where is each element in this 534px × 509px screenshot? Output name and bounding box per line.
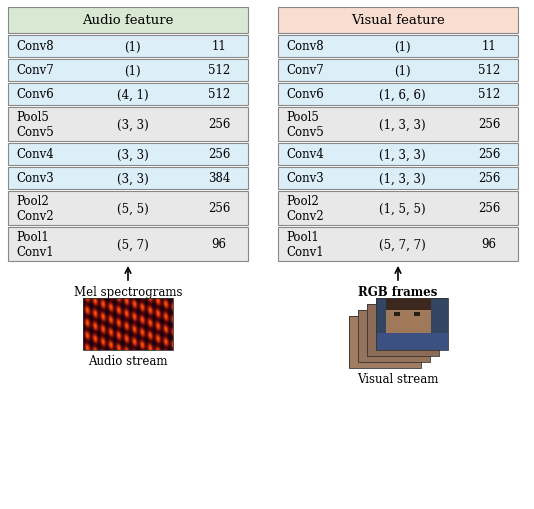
Bar [367, 304, 439, 356]
Bar [376, 298, 448, 350]
Text: RGB frames: RGB frames [358, 286, 438, 298]
Text: Conv7: Conv7 [16, 64, 54, 77]
Bar [8, 108, 248, 142]
Text: (1): (1) [124, 40, 141, 53]
Text: 256: 256 [478, 202, 500, 215]
Bar [278, 167, 518, 190]
Bar [8, 84, 248, 106]
Text: 96: 96 [482, 238, 497, 251]
Bar [278, 144, 518, 165]
Text: (1): (1) [124, 64, 141, 77]
Text: Visual stream: Visual stream [357, 372, 439, 385]
Text: Mel spectrograms: Mel spectrograms [74, 286, 182, 298]
Bar [278, 108, 518, 142]
Bar [8, 228, 248, 262]
Text: 512: 512 [478, 89, 500, 101]
Text: Conv7: Conv7 [286, 64, 324, 77]
Text: (1): (1) [395, 40, 411, 53]
Text: Conv4: Conv4 [16, 148, 54, 161]
Text: Conv8: Conv8 [286, 40, 324, 53]
Text: Pool2
Conv2: Pool2 Conv2 [286, 194, 324, 222]
Bar [8, 8, 248, 34]
Text: Pool5
Conv5: Pool5 Conv5 [286, 111, 324, 139]
Bar [278, 8, 518, 34]
Text: 11: 11 [482, 40, 497, 53]
Text: 256: 256 [478, 118, 500, 131]
Text: (5, 7): (5, 7) [117, 238, 148, 251]
Text: Audio feature: Audio feature [82, 14, 174, 27]
Text: (1): (1) [395, 64, 411, 77]
Text: 384: 384 [208, 172, 230, 185]
Text: 256: 256 [478, 148, 500, 161]
Text: 256: 256 [208, 202, 230, 215]
Text: (5, 7, 7): (5, 7, 7) [380, 238, 426, 251]
Text: (3, 3): (3, 3) [117, 172, 148, 185]
Text: (3, 3): (3, 3) [117, 148, 148, 161]
Text: Visual feature: Visual feature [351, 14, 445, 27]
Bar [349, 317, 421, 369]
Bar [278, 36, 518, 58]
Text: Conv6: Conv6 [286, 89, 324, 101]
Bar [8, 191, 248, 225]
Text: Conv8: Conv8 [16, 40, 53, 53]
Bar [278, 228, 518, 262]
Text: Conv3: Conv3 [286, 172, 324, 185]
Text: (1, 3, 3): (1, 3, 3) [380, 118, 426, 131]
Text: (1, 5, 5): (1, 5, 5) [380, 202, 426, 215]
Bar [278, 191, 518, 225]
Text: (1, 3, 3): (1, 3, 3) [380, 172, 426, 185]
Text: Conv4: Conv4 [286, 148, 324, 161]
Text: 256: 256 [208, 148, 230, 161]
Bar [358, 310, 430, 362]
Text: (1, 6, 6): (1, 6, 6) [380, 89, 426, 101]
Text: (4, 1): (4, 1) [117, 89, 148, 101]
Text: (3, 3): (3, 3) [117, 118, 148, 131]
Text: Pool5
Conv5: Pool5 Conv5 [16, 111, 54, 139]
Bar [278, 60, 518, 82]
Text: 256: 256 [208, 118, 230, 131]
Text: 256: 256 [478, 172, 500, 185]
Text: 512: 512 [208, 64, 230, 77]
Bar [8, 167, 248, 190]
Text: Pool2
Conv2: Pool2 Conv2 [16, 194, 53, 222]
Text: 512: 512 [208, 89, 230, 101]
Text: (1, 3, 3): (1, 3, 3) [380, 148, 426, 161]
Text: Audio stream: Audio stream [88, 354, 168, 367]
Bar [8, 60, 248, 82]
Bar [8, 36, 248, 58]
Text: 512: 512 [478, 64, 500, 77]
Text: 96: 96 [211, 238, 227, 251]
Text: Conv3: Conv3 [16, 172, 54, 185]
Text: (5, 5): (5, 5) [117, 202, 148, 215]
Text: Pool1
Conv1: Pool1 Conv1 [286, 231, 324, 259]
Bar [8, 144, 248, 165]
Bar [278, 84, 518, 106]
Text: Pool1
Conv1: Pool1 Conv1 [16, 231, 53, 259]
Text: 11: 11 [212, 40, 226, 53]
Bar [83, 298, 173, 350]
Text: Conv6: Conv6 [16, 89, 54, 101]
